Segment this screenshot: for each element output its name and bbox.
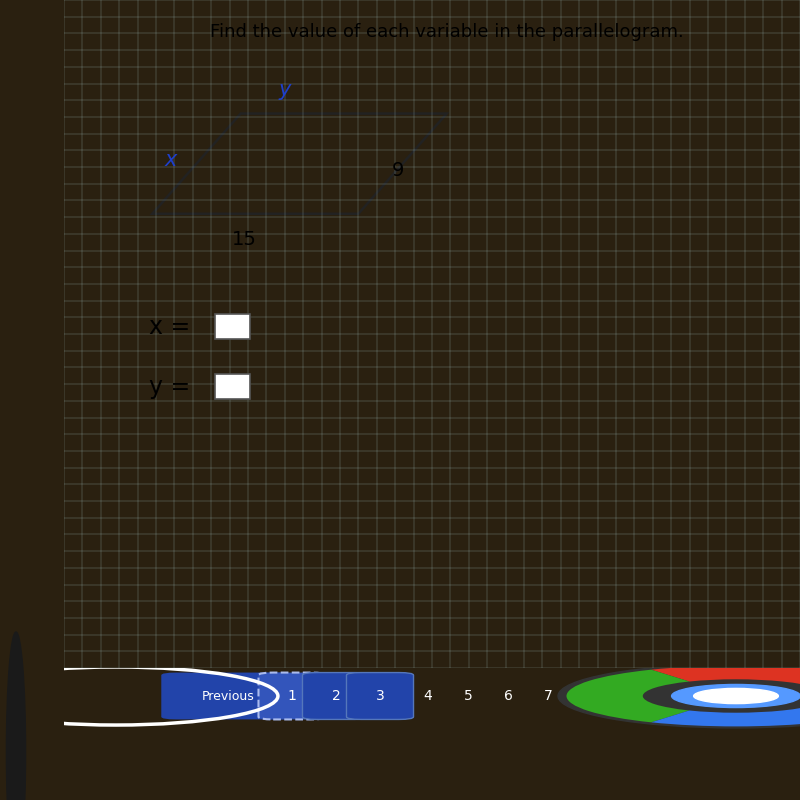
Text: 9: 9 — [391, 161, 404, 180]
Text: x: x — [165, 150, 177, 170]
FancyBboxPatch shape — [346, 673, 414, 719]
Text: 4: 4 — [424, 689, 432, 703]
Text: Find the value of each variable in the parallelogram.: Find the value of each variable in the p… — [210, 23, 683, 42]
Text: x =: x = — [149, 315, 190, 339]
Text: 8: 8 — [591, 689, 601, 703]
FancyBboxPatch shape — [258, 673, 326, 719]
Text: 7: 7 — [544, 689, 552, 703]
Text: y: y — [278, 80, 291, 100]
FancyBboxPatch shape — [215, 374, 250, 399]
Text: 6: 6 — [503, 689, 513, 703]
FancyBboxPatch shape — [162, 673, 294, 719]
Text: 3: 3 — [376, 689, 384, 703]
Circle shape — [694, 688, 778, 704]
Circle shape — [671, 685, 800, 707]
Text: 15: 15 — [232, 230, 257, 250]
Text: y =: y = — [149, 375, 190, 399]
Wedge shape — [566, 670, 690, 722]
Text: 9: 9 — [635, 689, 645, 703]
Circle shape — [558, 664, 800, 728]
Text: Previous: Previous — [202, 690, 254, 702]
FancyBboxPatch shape — [215, 314, 250, 339]
Wedge shape — [651, 696, 800, 726]
Wedge shape — [651, 666, 800, 696]
FancyBboxPatch shape — [302, 673, 370, 719]
Text: 1: 1 — [287, 689, 297, 703]
Text: 2: 2 — [332, 689, 340, 703]
Circle shape — [6, 632, 26, 800]
Text: 5: 5 — [464, 689, 472, 703]
